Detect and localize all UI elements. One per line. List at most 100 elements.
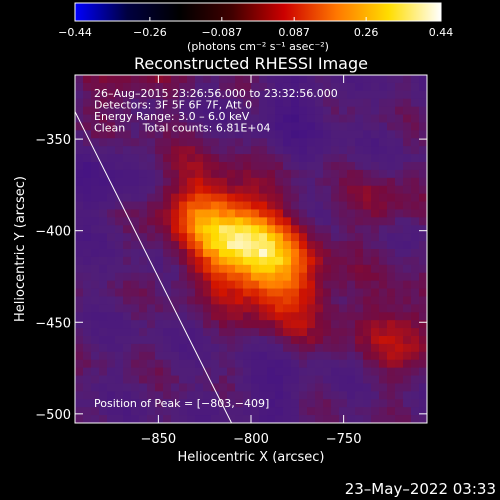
heatmap-cell — [147, 288, 156, 298]
heatmap-cell — [371, 122, 380, 131]
heatmap-cell — [163, 98, 172, 108]
heatmap-cell — [115, 328, 124, 337]
heatmap-cell — [347, 201, 356, 211]
heatmap-cell — [275, 106, 284, 116]
heatmap-cell — [123, 328, 132, 337]
heatmap-cell — [219, 201, 228, 211]
heatmap-cell — [83, 304, 92, 313]
heatmap-cell — [371, 98, 380, 108]
heatmap-cell — [155, 217, 164, 226]
heatmap-cell — [419, 367, 427, 377]
heatmap-cell — [123, 391, 132, 400]
heatmap-cell — [219, 264, 228, 274]
heatmap-cell — [187, 162, 196, 171]
heatmap-cell — [267, 122, 276, 131]
heatmap-cell — [331, 359, 340, 369]
heatmap-cell — [395, 296, 404, 305]
heatmap-cell — [379, 122, 388, 131]
heatmap-cell — [251, 312, 260, 321]
heatmap-cell — [259, 391, 268, 400]
heatmap-cell — [315, 122, 324, 131]
heatmap-cell — [387, 75, 396, 84]
heatmap-cell — [307, 90, 316, 100]
heatmap-cell — [219, 256, 228, 266]
heatmap-cell — [235, 138, 244, 147]
heatmap-cell — [107, 82, 116, 92]
heatmap-cell — [155, 185, 164, 195]
heatmap-cell — [283, 122, 292, 131]
heatmap-cell — [171, 193, 180, 203]
heatmap-cell — [259, 272, 268, 282]
heatmap-cell — [99, 82, 108, 92]
heatmap-cell — [115, 375, 124, 385]
heatmap-cell — [331, 177, 340, 187]
heatmap-cell — [371, 351, 380, 361]
heatmap-cell — [147, 415, 156, 423]
heatmap-cell — [99, 169, 108, 179]
heatmap-cell — [259, 75, 268, 84]
heatmap-cell — [123, 177, 132, 187]
heatmap-cell — [387, 241, 396, 250]
heatmap-cell — [395, 280, 404, 290]
heatmap-cell — [347, 336, 356, 345]
y-axis-ticks: −350−400−450−500 — [35, 133, 427, 423]
heatmap-cell — [379, 217, 388, 226]
x-axis-ticks: −850 −800 −750 — [141, 75, 361, 447]
heatmap-cell — [107, 75, 116, 84]
heatmap-cell — [355, 138, 364, 147]
heatmap-cell — [307, 249, 316, 258]
heatmap-cell — [363, 169, 372, 179]
heatmap-cell — [179, 296, 188, 305]
heatmap-cell — [299, 383, 308, 392]
heatmap-cell — [83, 138, 92, 147]
heatmap-cell — [387, 383, 396, 392]
heatmap-cell — [179, 359, 188, 369]
heatmap-cell — [227, 312, 236, 321]
heatmap-cell — [283, 359, 292, 369]
heatmap-cell — [315, 185, 324, 195]
heatmap-cell — [211, 249, 220, 258]
heatmap-cell — [403, 272, 412, 282]
heatmap-cell — [387, 272, 396, 282]
heatmap-cell — [107, 343, 116, 353]
heatmap-cell — [195, 296, 204, 305]
heatmap-cell — [123, 98, 132, 108]
heatmap-cell — [139, 122, 148, 131]
heatmap-cell — [227, 209, 236, 218]
heatmap-cell — [155, 177, 164, 187]
heatmap-cell — [299, 82, 308, 92]
heatmap-cell — [235, 359, 244, 369]
heatmap-cell — [171, 328, 180, 337]
colorbar-tick-label: 0.26 — [354, 26, 379, 39]
heatmap-cell — [291, 225, 300, 234]
heatmap-cell — [163, 217, 172, 226]
heatmap-cell — [291, 336, 300, 345]
heatmap-cell — [91, 367, 100, 377]
heatmap-cell — [395, 185, 404, 195]
heatmap-cell — [83, 82, 92, 92]
heatmap-cell — [235, 264, 244, 274]
heatmap-cell — [259, 241, 268, 250]
heatmap-cell — [75, 138, 84, 147]
heatmap-cell — [307, 407, 316, 416]
heatmap-cell — [99, 264, 108, 274]
heatmap-cell — [371, 177, 380, 187]
heatmap-cell — [259, 225, 268, 234]
heatmap-cell — [379, 154, 388, 163]
heatmap-cell — [99, 391, 108, 400]
heatmap-cell — [187, 185, 196, 195]
heatmap-cell — [115, 415, 124, 423]
heatmap-cell — [339, 130, 348, 139]
heatmap-cell — [195, 351, 204, 361]
heatmap-cell — [331, 233, 340, 242]
heatmap-cell — [235, 225, 244, 234]
heatmap-cell — [363, 114, 372, 124]
heatmap-cell — [387, 399, 396, 408]
heatmap-cell — [315, 367, 324, 377]
heatmap-cell — [163, 336, 172, 345]
heatmap-cell — [411, 98, 420, 108]
heatmap-cell — [347, 233, 356, 242]
heatmap-cell — [163, 233, 172, 242]
heatmap-cell — [347, 280, 356, 290]
heatmap-cell — [371, 415, 380, 423]
